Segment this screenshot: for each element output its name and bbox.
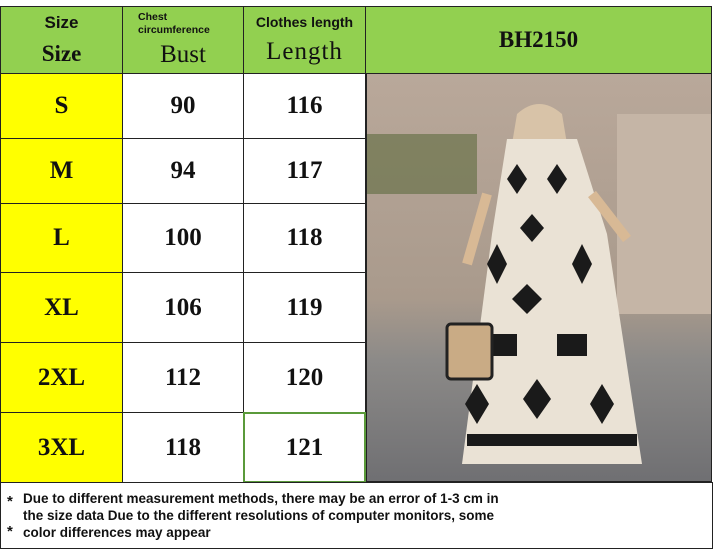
size-header-en: Size <box>44 13 79 32</box>
bust-cell: 112 <box>122 342 244 413</box>
size-cell-value: 2XL <box>37 363 86 391</box>
note-text: Due to different measurement methods, th… <box>23 491 499 540</box>
note-star: * <box>7 523 13 540</box>
bust-cell: 90 <box>122 73 244 139</box>
length-cell-value: 116 <box>286 92 323 119</box>
length-cell-value: 119 <box>286 293 323 321</box>
bust-cell-value: 90 <box>170 92 196 119</box>
length-cell: 117 <box>243 138 366 204</box>
notes: * * Due to different measurement methods… <box>0 482 713 549</box>
bust-cell-value: 94 <box>170 157 196 184</box>
size-cell-value: XL <box>44 293 79 321</box>
length-header: Clothes length Length <box>243 6 366 74</box>
size-cell-value: 3XL <box>37 433 86 461</box>
bust-cell-value: 100 <box>164 224 202 251</box>
size-cell: 2XL <box>0 342 123 413</box>
size-header: Size Size <box>0 6 123 74</box>
bust-header: Chest circumference Bust <box>122 6 244 74</box>
length-cell: 119 <box>243 272 366 343</box>
size-cell: S <box>0 73 123 139</box>
length-header-en: Clothes length <box>255 14 354 30</box>
length-cell-value: 117 <box>286 157 323 184</box>
length-cell: 116 <box>243 73 366 139</box>
bust-cell: 100 <box>122 203 244 273</box>
length-cell-value: 120 <box>285 363 324 391</box>
bust-header-en: Chest circumference <box>138 11 210 36</box>
size-cell-value: M <box>49 157 74 184</box>
bust-cell: 106 <box>122 272 244 343</box>
bust-cell: 94 <box>122 138 244 204</box>
length-cell-value: 121 <box>285 433 324 461</box>
bust-cell-value: 112 <box>164 363 202 391</box>
model-header: BH2150 <box>365 6 712 74</box>
length-cell: 120 <box>243 342 366 413</box>
length-cell: 118 <box>243 203 366 273</box>
size-cell: M <box>0 138 123 204</box>
bust-cell: 118 <box>122 412 244 483</box>
bust-cell-value: 106 <box>164 293 202 321</box>
size-cell: L <box>0 203 123 273</box>
size-header-label: Size <box>41 41 82 66</box>
size-cell: XL <box>0 272 123 343</box>
bust-cell-value: 118 <box>164 433 202 461</box>
length-cell[interactable]: 121 <box>243 412 366 483</box>
product-photo <box>366 73 712 482</box>
model-number: BH2150 <box>498 27 579 52</box>
size-cell: 3XL <box>0 412 123 483</box>
size-cell-value: L <box>53 224 70 251</box>
length-header-label: Length <box>266 38 343 65</box>
size-cell-value: S <box>54 92 69 119</box>
length-cell-value: 118 <box>286 224 323 251</box>
bust-header-label: Bust <box>160 41 206 68</box>
note-star: * <box>7 493 13 510</box>
